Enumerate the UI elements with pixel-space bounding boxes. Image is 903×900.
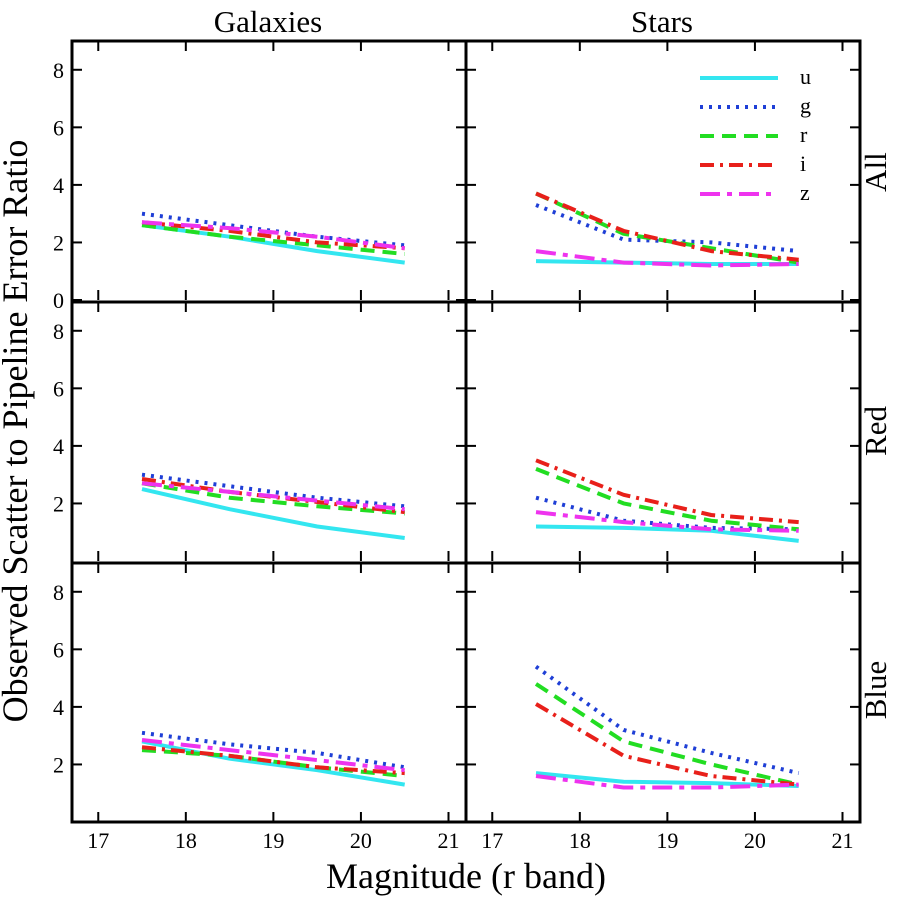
- panel-stars-all: [466, 41, 860, 301]
- x-tick-label: 21: [437, 828, 459, 853]
- y-tick-label: 2: [53, 752, 64, 777]
- panels-layer: 0 2 4 6 8 2 4 6 8 2 4 6 8 17 18 19 20 21 17 18 19 20 21: [53, 41, 860, 853]
- y-tick-label: 0: [53, 288, 64, 313]
- x-tick-label: 19: [262, 828, 284, 853]
- y-tick-label: 4: [53, 173, 64, 198]
- y-tick-label: 2: [53, 230, 64, 255]
- series-line-z-galaxies-all: [141, 220, 405, 251]
- legend-label-i: i: [800, 151, 806, 176]
- legend-label-z: z: [800, 180, 810, 205]
- series-line-g-stars-blue: [534, 664, 800, 776]
- series-line-u-stars-blue: [535, 771, 799, 788]
- y-tick-label: 6: [53, 637, 64, 662]
- panel-stars-red: [466, 302, 860, 561]
- y-tick-label: 8: [53, 319, 64, 344]
- x-tick-label: 17: [481, 828, 503, 853]
- legend-label-u: u: [800, 64, 811, 89]
- series-line-r-galaxies-all: [141, 223, 405, 256]
- y-tick-label: 8: [53, 580, 64, 605]
- series-line-z-stars-all: [535, 249, 799, 268]
- y-tick-label: 2: [53, 491, 64, 516]
- y-tick-label: 6: [53, 376, 64, 401]
- series-line-i-stars-blue: [534, 702, 799, 787]
- y-tick-label: 4: [53, 434, 64, 459]
- y-tick-label: 4: [53, 695, 64, 720]
- series-line-r-galaxies-red: [141, 481, 405, 516]
- x-tick-label: 21: [831, 828, 853, 853]
- series-line-z-galaxies-red: [141, 481, 405, 512]
- panel-galaxies-all: 0 2 4 6 8: [53, 41, 466, 313]
- series-line-z-stars-red: [535, 510, 799, 533]
- x-tick-label: 18: [569, 828, 591, 853]
- panel-galaxies-blue: 2 4 6 8 17 18 19 20 21: [53, 563, 466, 853]
- series-line-i-stars-all: [535, 191, 799, 262]
- column-title-galaxies: Galaxies: [214, 4, 322, 39]
- row-label-blue: Blue: [858, 661, 893, 720]
- series-line-z-stars-blue: [535, 774, 799, 790]
- series-line-r-galaxies-blue: [141, 748, 405, 778]
- x-axis-title: Magnitude (r band): [326, 856, 606, 896]
- row-label-red: Red: [858, 406, 893, 456]
- legend-label-r: r: [800, 122, 808, 147]
- y-tick-label: 6: [53, 115, 64, 140]
- x-tick-label: 20: [350, 828, 372, 853]
- x-tick-label: 20: [744, 828, 766, 853]
- column-title-stars: Stars: [631, 4, 693, 39]
- series-line-z-galaxies-blue: [141, 738, 405, 773]
- x-tick-label: 18: [175, 828, 197, 853]
- series-line-r-stars-red: [535, 467, 799, 532]
- y-tick-label: 8: [53, 58, 64, 83]
- series-line-u-stars-red: [535, 524, 799, 543]
- series-line-g-stars-red: [535, 495, 799, 532]
- panel-galaxies-red: 2 4 6 8: [53, 302, 466, 561]
- y-axis-title: Observed Scatter to Pipeline Error Ratio: [0, 140, 35, 723]
- series-line-u-galaxies-blue: [141, 739, 406, 787]
- series-line-u-galaxies-red: [141, 487, 405, 540]
- legend-label-g: g: [800, 93, 811, 118]
- panel-stars-blue: 17 18 19 20 21: [466, 563, 860, 853]
- x-tick-label: 17: [87, 828, 109, 853]
- series-line-r-stars-all: [535, 191, 800, 265]
- x-tick-label: 19: [656, 828, 678, 853]
- series-line-r-stars-blue: [534, 682, 800, 787]
- row-label-all: All: [858, 152, 893, 192]
- series-line-g-stars-all: [535, 203, 799, 254]
- panel-frame: [70, 39, 862, 824]
